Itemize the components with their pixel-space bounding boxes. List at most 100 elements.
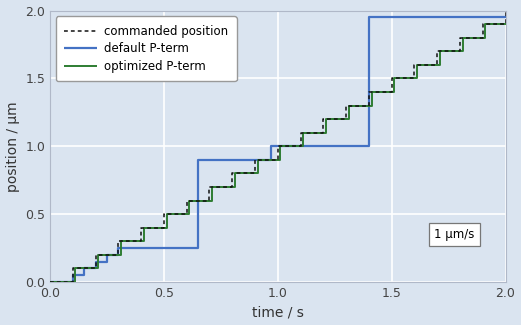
optimized P-term	[164, 226, 170, 230]
commanded position	[343, 104, 349, 108]
optimized P-term	[482, 22, 489, 26]
commanded position	[138, 226, 144, 230]
default P-term	[81, 273, 87, 277]
Line: commanded position: commanded position	[50, 10, 505, 282]
default P-term	[366, 15, 372, 19]
commanded position	[480, 36, 486, 40]
commanded position	[389, 90, 395, 94]
optimized P-term	[368, 104, 375, 108]
commanded position	[457, 49, 463, 53]
default P-term	[268, 144, 274, 148]
commanded position	[183, 212, 190, 216]
commanded position	[183, 199, 190, 202]
optimized P-term	[118, 239, 124, 243]
default P-term	[58, 280, 65, 284]
commanded position	[161, 226, 167, 230]
commanded position	[320, 131, 327, 135]
optimized P-term	[72, 280, 79, 284]
optimized P-term	[345, 104, 352, 108]
commanded position	[457, 36, 463, 40]
X-axis label: time / s: time / s	[252, 306, 304, 319]
default P-term	[195, 246, 201, 250]
default P-term	[190, 246, 196, 250]
commanded position	[366, 104, 372, 108]
default P-term	[104, 260, 110, 264]
default P-term	[138, 246, 144, 250]
commanded position	[70, 280, 76, 284]
optimized P-term	[72, 266, 79, 270]
commanded position	[252, 172, 258, 176]
commanded position	[366, 90, 372, 94]
commanded position	[480, 22, 486, 26]
commanded position	[502, 22, 508, 26]
default P-term	[70, 273, 76, 277]
Text: 1 μm/s: 1 μm/s	[434, 228, 475, 241]
commanded position	[161, 212, 167, 216]
optimized P-term	[95, 253, 102, 257]
optimized P-term	[255, 172, 261, 176]
default P-term	[195, 158, 201, 162]
commanded position	[115, 253, 121, 257]
commanded position	[92, 253, 98, 257]
optimized P-term	[345, 117, 352, 121]
optimized P-term	[460, 49, 466, 53]
optimized P-term	[141, 226, 147, 230]
commanded position	[206, 185, 213, 189]
commanded position	[502, 8, 508, 12]
commanded position	[70, 266, 76, 270]
optimized P-term	[255, 158, 261, 162]
optimized P-term	[118, 253, 124, 257]
commanded position	[320, 117, 327, 121]
commanded position	[275, 144, 281, 148]
optimized P-term	[47, 280, 53, 284]
default P-term	[104, 253, 110, 257]
commanded position	[92, 266, 98, 270]
default P-term	[127, 246, 133, 250]
Line: default P-term: default P-term	[50, 17, 505, 282]
optimized P-term	[482, 36, 489, 40]
optimized P-term	[391, 76, 398, 80]
optimized P-term	[277, 144, 283, 148]
default P-term	[161, 246, 167, 250]
commanded position	[47, 280, 53, 284]
Legend: commanded position, default P-term, optimized P-term: commanded position, default P-term, opti…	[56, 17, 237, 82]
default P-term	[150, 246, 156, 250]
default P-term	[263, 158, 269, 162]
default P-term	[190, 246, 196, 250]
default P-term	[47, 280, 53, 284]
commanded position	[434, 63, 440, 67]
optimized P-term	[95, 266, 102, 270]
optimized P-term	[323, 131, 329, 135]
commanded position	[275, 158, 281, 162]
commanded position	[206, 199, 213, 202]
default P-term	[161, 246, 167, 250]
optimized P-term	[186, 212, 192, 216]
commanded position	[115, 239, 121, 243]
optimized P-term	[300, 144, 306, 148]
default P-term	[58, 280, 65, 284]
optimized P-term	[414, 76, 420, 80]
commanded position	[389, 76, 395, 80]
default P-term	[502, 15, 508, 19]
default P-term	[81, 266, 87, 270]
default P-term	[70, 280, 76, 284]
default P-term	[361, 144, 367, 148]
optimized P-term	[232, 185, 238, 189]
optimized P-term	[209, 199, 215, 202]
default P-term	[127, 246, 133, 250]
commanded position	[411, 63, 417, 67]
commanded position	[343, 117, 349, 121]
optimized P-term	[460, 36, 466, 40]
default P-term	[92, 266, 98, 270]
optimized P-term	[505, 8, 512, 12]
Line: optimized P-term: optimized P-term	[50, 10, 508, 282]
optimized P-term	[232, 172, 238, 176]
optimized P-term	[437, 49, 443, 53]
commanded position	[138, 239, 144, 243]
commanded position	[297, 131, 304, 135]
optimized P-term	[300, 131, 306, 135]
optimized P-term	[437, 63, 443, 67]
optimized P-term	[505, 22, 512, 26]
default P-term	[115, 253, 121, 257]
commanded position	[252, 158, 258, 162]
